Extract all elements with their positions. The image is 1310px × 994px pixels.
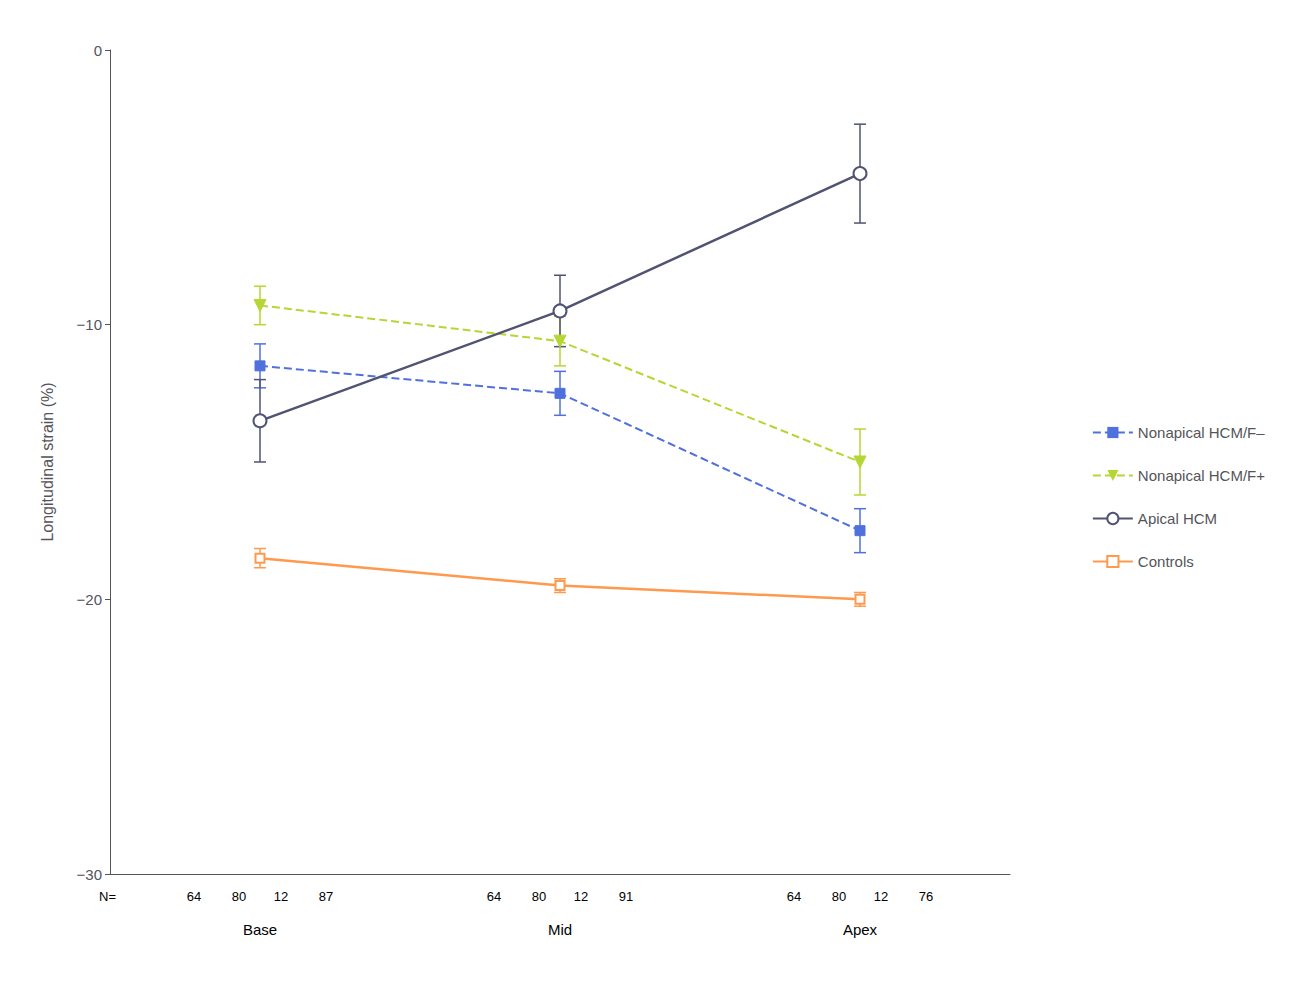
- svg-text:87: 87: [319, 889, 333, 904]
- svg-text:Nonapical HCM/F–: Nonapical HCM/F–: [1138, 424, 1265, 441]
- svg-text:64: 64: [787, 889, 801, 904]
- svg-text:−20: −20: [77, 591, 102, 608]
- svg-text:Longitudinal strain (%): Longitudinal strain (%): [39, 382, 56, 541]
- svg-text:64: 64: [487, 889, 501, 904]
- svg-text:64: 64: [187, 889, 201, 904]
- svg-text:0: 0: [94, 42, 102, 59]
- svg-text:91: 91: [619, 889, 633, 904]
- svg-text:−10: −10: [77, 316, 102, 333]
- svg-text:Apex: Apex: [843, 921, 878, 938]
- svg-text:12: 12: [874, 889, 888, 904]
- svg-text:Nonapical HCM/F+: Nonapical HCM/F+: [1138, 467, 1265, 484]
- svg-text:12: 12: [274, 889, 288, 904]
- svg-text:80: 80: [232, 889, 246, 904]
- svg-text:80: 80: [832, 889, 846, 904]
- svg-text:Mid: Mid: [548, 921, 572, 938]
- svg-text:80: 80: [532, 889, 546, 904]
- svg-text:Base: Base: [243, 921, 277, 938]
- svg-text:76: 76: [919, 889, 933, 904]
- svg-text:Controls: Controls: [1138, 553, 1194, 570]
- svg-text:Apical HCM: Apical HCM: [1138, 510, 1217, 527]
- svg-text:12: 12: [574, 889, 588, 904]
- svg-text:−30: −30: [77, 866, 102, 883]
- svg-text:N=: N=: [99, 889, 116, 904]
